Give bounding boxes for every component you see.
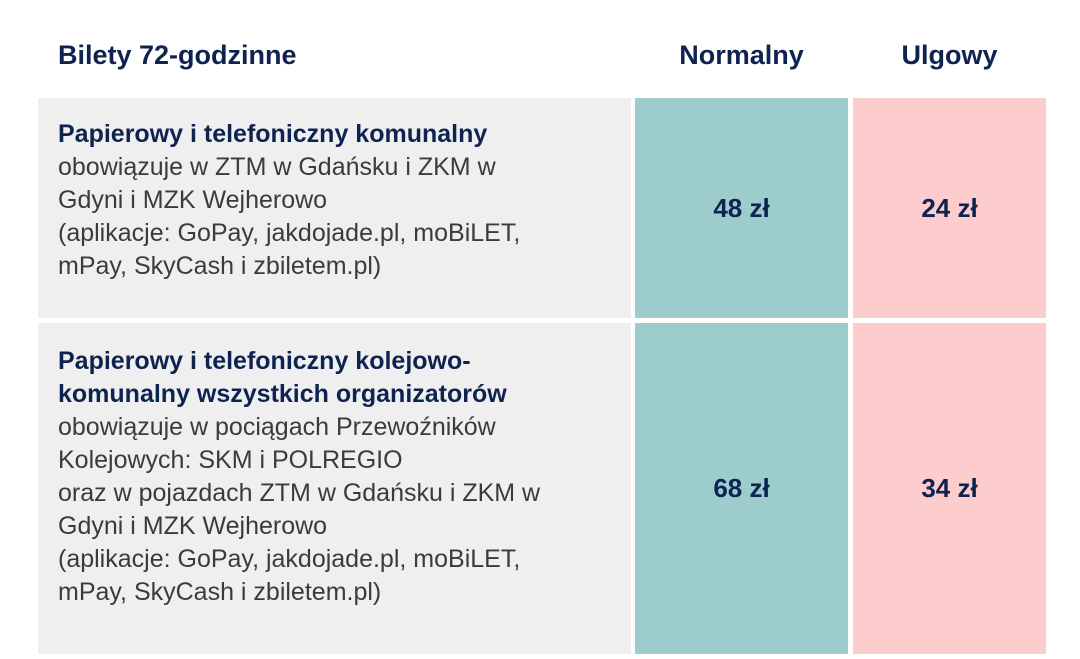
price-normal-cell: 68 zł	[635, 323, 848, 654]
price-reduced: 24 zł	[921, 192, 978, 223]
ticket-description-line: mPay, SkyCash i zbiletem.pl)	[58, 252, 382, 280]
ticket-description-line: obowiązuje w ZTM w Gdańsku i ZKM w	[58, 153, 496, 181]
column-header-reduced: Ulgowy	[901, 40, 998, 70]
price-normal: 68 zł	[713, 473, 770, 503]
ticket-description-line: Gdyni i MZK Wejherowo	[58, 186, 328, 214]
ticket-name: Papierowy i telefoniczny komunalny	[58, 120, 488, 148]
table-row: Papierowy i telefoniczny komunalny obowi…	[38, 98, 1046, 318]
column-header-normal: Normalny	[679, 40, 804, 70]
ticket-description-line: (aplikacje: GoPay, jakdojade.pl, moBiLET…	[58, 219, 521, 247]
ticket-description-line: Gdyni i MZK Wejherowo	[58, 512, 328, 540]
ticket-description-line: Kolejowych: SKM i POLREGIO	[58, 446, 403, 474]
table-row: Papierowy i telefoniczny kolejowo- komun…	[38, 323, 1046, 654]
ticket-description-line: mPay, SkyCash i zbiletem.pl)	[58, 578, 382, 606]
ticket-name: komunalny wszystkich organizatorów	[58, 380, 507, 408]
price-reduced: 34 zł	[921, 473, 978, 503]
ticket-description-line: obowiązuje w pociągach Przewoźników	[58, 413, 496, 441]
ticket-name: Papierowy i telefoniczny kolejowo-	[58, 347, 471, 375]
ticket-description-cell: Papierowy i telefoniczny kolejowo- komun…	[38, 323, 631, 654]
price-reduced-cell: 24 zł	[853, 98, 1046, 318]
table-title: Bilety 72-godzinne	[58, 40, 297, 70]
ticket-description-cell: Papierowy i telefoniczny komunalny obowi…	[38, 98, 631, 318]
price-normal: 48 zł	[713, 192, 770, 223]
price-normal-cell: 48 zł	[635, 98, 848, 318]
price-reduced-cell: 34 zł	[853, 323, 1046, 654]
table-header: Bilety 72-godzinne Normalny Ulgowy	[0, 0, 1080, 98]
ticket-description-line: oraz w pojazdach ZTM w Gdańsku i ZKM w	[58, 479, 541, 507]
ticket-description-line: (aplikacje: GoPay, jakdojade.pl, moBiLET…	[58, 545, 521, 573]
